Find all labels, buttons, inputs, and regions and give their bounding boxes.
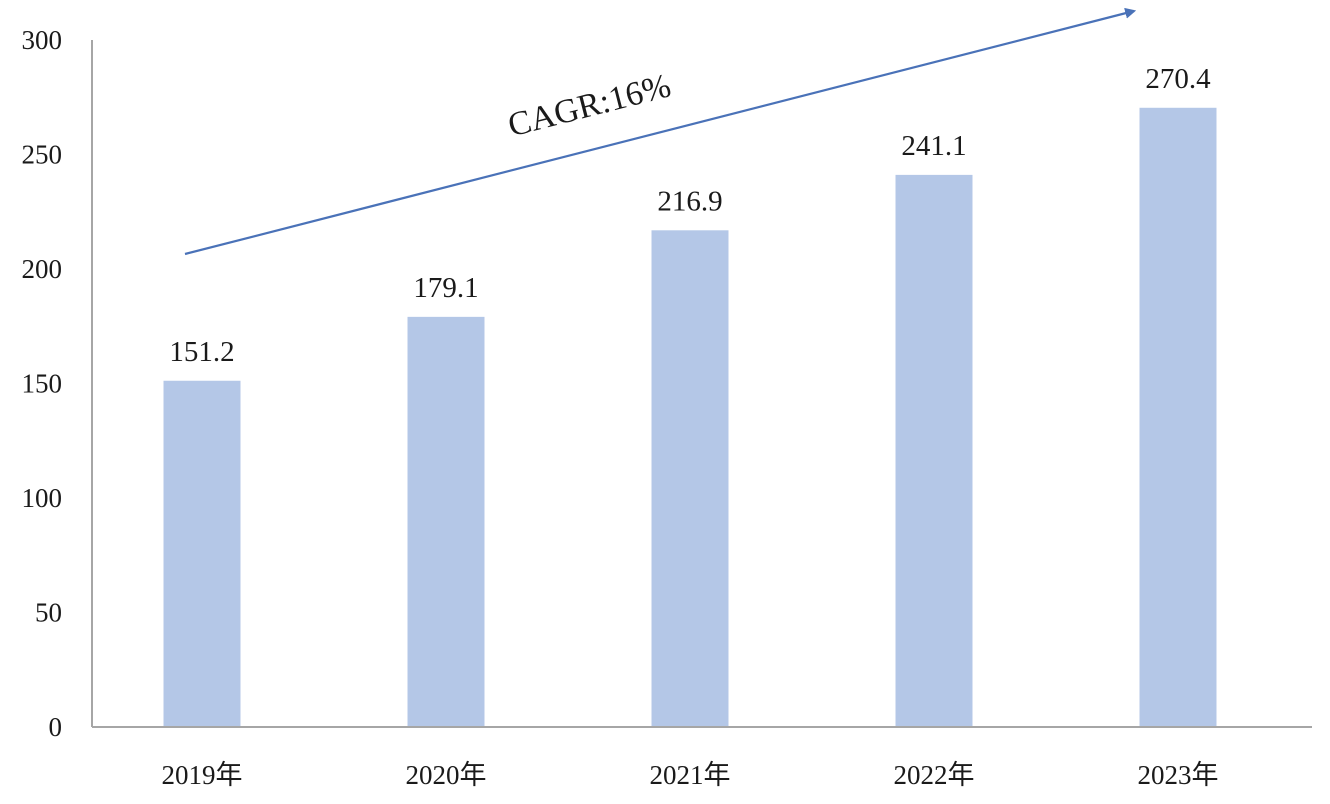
y-tick-label: 300 xyxy=(22,25,63,55)
y-axis-tick-labels: 0 50 100 150 200 250 300 xyxy=(22,25,63,742)
y-tick-label: 0 xyxy=(49,712,63,742)
x-tick-label: 2020年 xyxy=(406,760,487,790)
y-tick-label: 250 xyxy=(22,140,63,170)
bar xyxy=(651,230,729,727)
cagr-annotation: CAGR:16% xyxy=(184,7,1137,256)
bar xyxy=(895,174,973,728)
x-tick-label: 2023年 xyxy=(1138,760,1219,790)
x-tick-label: 2021年 xyxy=(650,760,731,790)
y-tick-label: 50 xyxy=(35,598,62,628)
cagr-label: CAGR:16% xyxy=(504,67,674,144)
trend-arrow-icon xyxy=(184,7,1137,256)
x-tick-label: 2022年 xyxy=(894,760,975,790)
bar-series xyxy=(163,107,1217,728)
bar xyxy=(1139,107,1217,727)
bar xyxy=(407,316,485,727)
data-labels: 151.2 179.1 216.9 241.1 270.4 xyxy=(169,63,1211,368)
data-label: 270.4 xyxy=(1145,63,1211,95)
data-label: 216.9 xyxy=(657,185,722,217)
x-tick-label: 2019年 xyxy=(162,760,243,790)
bar xyxy=(163,380,241,727)
data-label: 151.2 xyxy=(169,336,234,368)
data-label: 179.1 xyxy=(413,272,478,304)
y-tick-label: 150 xyxy=(22,369,63,399)
x-axis-tick-labels: 2019年 2020年 2021年 2022年 2023年 xyxy=(162,760,1219,790)
y-tick-label: 200 xyxy=(22,254,63,284)
y-tick-label: 100 xyxy=(22,483,63,513)
data-label: 241.1 xyxy=(901,130,966,162)
